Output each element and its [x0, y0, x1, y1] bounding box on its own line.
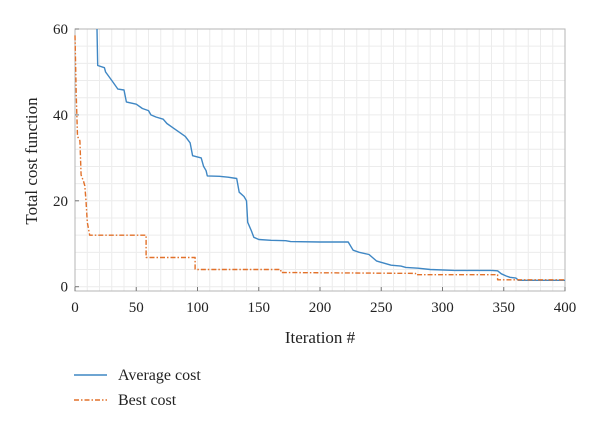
- y-tick-label: 60: [53, 22, 68, 38]
- legend-label-best-cost: Best cost: [118, 392, 177, 409]
- y-tick-label: 0: [61, 280, 69, 296]
- x-tick-label: 350: [493, 300, 516, 316]
- x-tick-label: 100: [186, 300, 209, 316]
- x-tick-label: 250: [370, 300, 393, 316]
- series-line-average-cost: [96, 28, 565, 281]
- series-layer: [74, 28, 565, 281]
- legend-label-average-cost: Average cost: [118, 367, 201, 384]
- series-line-best-cost: [74, 35, 565, 281]
- x-axis-label: Iteration #: [285, 328, 356, 347]
- grid: [74, 28, 566, 291]
- y-axis-ticks: 0 20 40 60: [53, 22, 79, 296]
- y-axis-label: Total cost function: [22, 97, 41, 225]
- x-tick-label: 50: [129, 300, 144, 316]
- x-tick-label: 0: [71, 300, 79, 316]
- y-tick-label: 40: [53, 108, 68, 124]
- x-tick-label: 150: [248, 300, 271, 316]
- y-tick-label: 20: [53, 194, 68, 210]
- legend: Average cost Best cost: [74, 367, 201, 409]
- x-axis-ticks: 0 50 100 150 200 250 300 350 400: [71, 287, 576, 316]
- x-tick-label: 200: [309, 300, 332, 316]
- x-tick-label: 300: [431, 300, 454, 316]
- x-tick-label: 400: [554, 300, 577, 316]
